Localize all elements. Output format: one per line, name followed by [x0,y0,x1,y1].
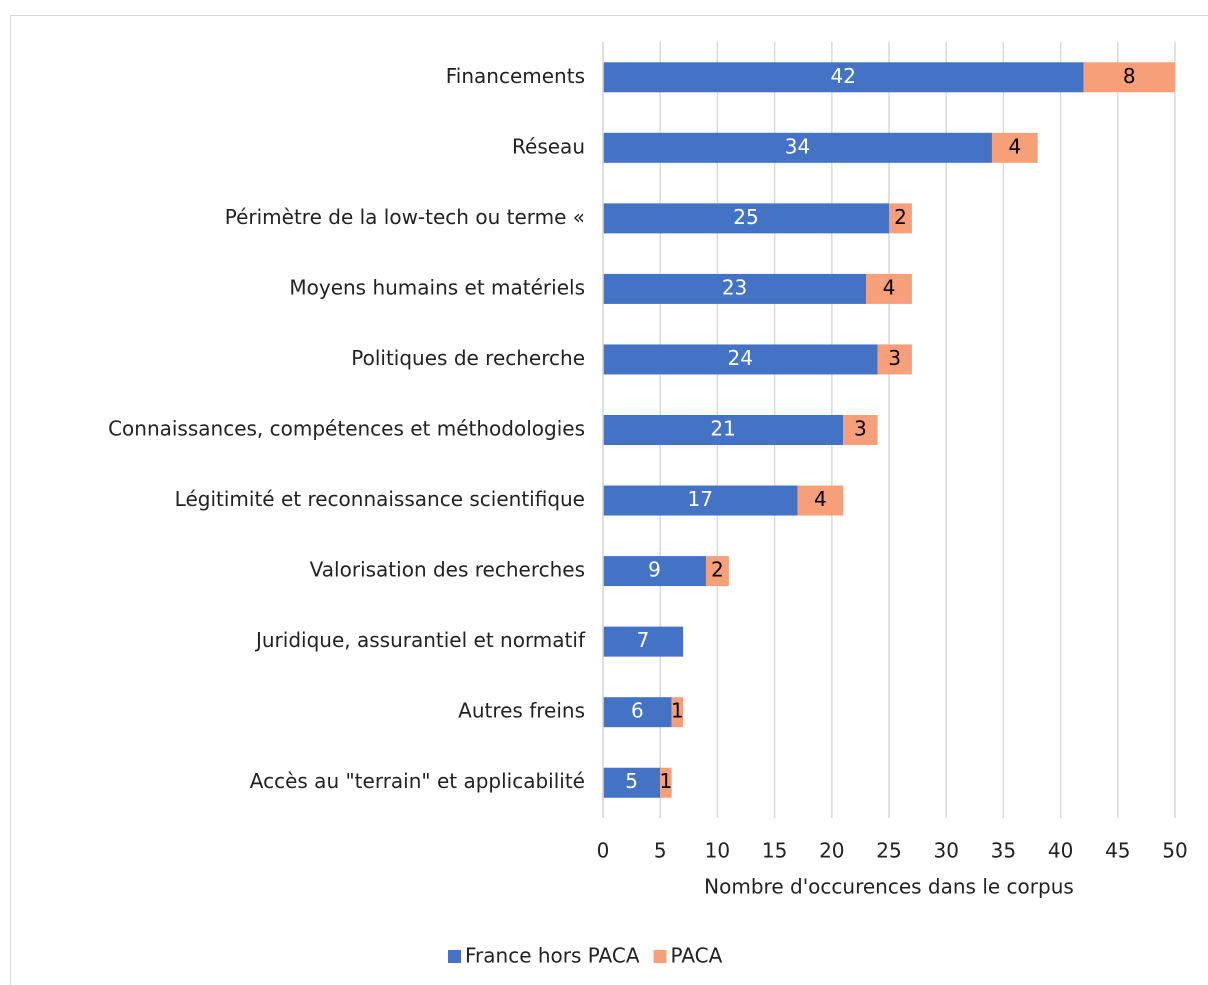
bar [603,273,867,304]
bar [603,132,992,163]
y-tick-label: Autres freins [458,699,585,723]
data-label: 24 [728,346,753,370]
bar [889,203,912,234]
bar [991,132,1038,163]
y-tick-label: Politiques de recherche [351,346,585,370]
data-label: 21 [710,417,735,441]
data-label: 4 [883,275,896,299]
bar [603,556,706,587]
x-axis-title: Nombre d'occurences dans le corpus [704,875,1074,899]
data-label: 8 [1123,64,1136,88]
data-label: 4 [1008,134,1021,158]
y-tick-label: Valorisation des recherches [310,558,585,582]
y-tick-label: Moyens humains et matériels [289,275,585,299]
data-label: 34 [785,134,810,158]
data-label: 5 [625,769,638,793]
bar [603,203,889,234]
data-label: 2 [711,558,724,582]
legend-swatch [653,950,667,963]
x-tick-label: 10 [705,839,730,863]
y-tick-label: Financements [446,64,585,88]
bar [603,697,672,728]
x-tick-label: 0 [597,839,610,863]
bar [603,415,844,445]
bar [671,697,684,728]
x-tick-label: 40 [1048,839,1073,863]
bar [603,767,661,798]
data-label: 2 [894,205,907,229]
bar [603,485,798,516]
data-label: 1 [660,769,673,793]
y-tick-label: Réseau [512,134,585,158]
bar [877,344,912,375]
bar [843,415,878,445]
x-tick-label: 45 [1105,839,1130,863]
legend-swatch [448,950,461,963]
data-label: 1 [671,699,684,723]
bar [660,767,672,798]
x-tick-label: 25 [876,839,901,863]
y-tick-label: Juridique, assurantiel et normatif [254,628,586,652]
x-tick-label: 5 [654,839,667,863]
bar [866,273,912,304]
y-tick-label: Légitimité et reconnaissance scientifiqu… [175,487,585,511]
x-tick-label: 20 [819,839,844,863]
data-label: 7 [637,628,650,652]
bar [603,626,684,657]
bar [603,62,1084,93]
data-label: 23 [722,275,747,299]
data-label: 9 [648,558,661,582]
x-tick-label: 15 [762,839,787,863]
legend-label: France hors PACA [465,944,640,968]
bar [797,485,844,516]
bar [705,556,729,587]
data-label: 25 [733,205,758,229]
data-label: 3 [888,346,901,370]
y-tick-label: Connaissances, compétences et méthodolog… [108,417,585,441]
x-tick-label: 50 [1162,839,1187,863]
bar [603,344,878,375]
data-label: 3 [854,417,867,441]
y-tick-label: Accès au "terrain" et applicabilité [250,769,585,793]
data-label: 6 [631,699,644,723]
x-tick-label: 30 [933,839,958,863]
data-label: 4 [814,487,827,511]
x-tick-label: 35 [991,839,1016,863]
bar [1083,62,1175,93]
legend-label: PACA [671,944,723,968]
data-label: 17 [688,487,713,511]
y-tick-label: Périmètre de la low-tech ou terme « [225,205,585,229]
data-label: 42 [831,64,856,88]
